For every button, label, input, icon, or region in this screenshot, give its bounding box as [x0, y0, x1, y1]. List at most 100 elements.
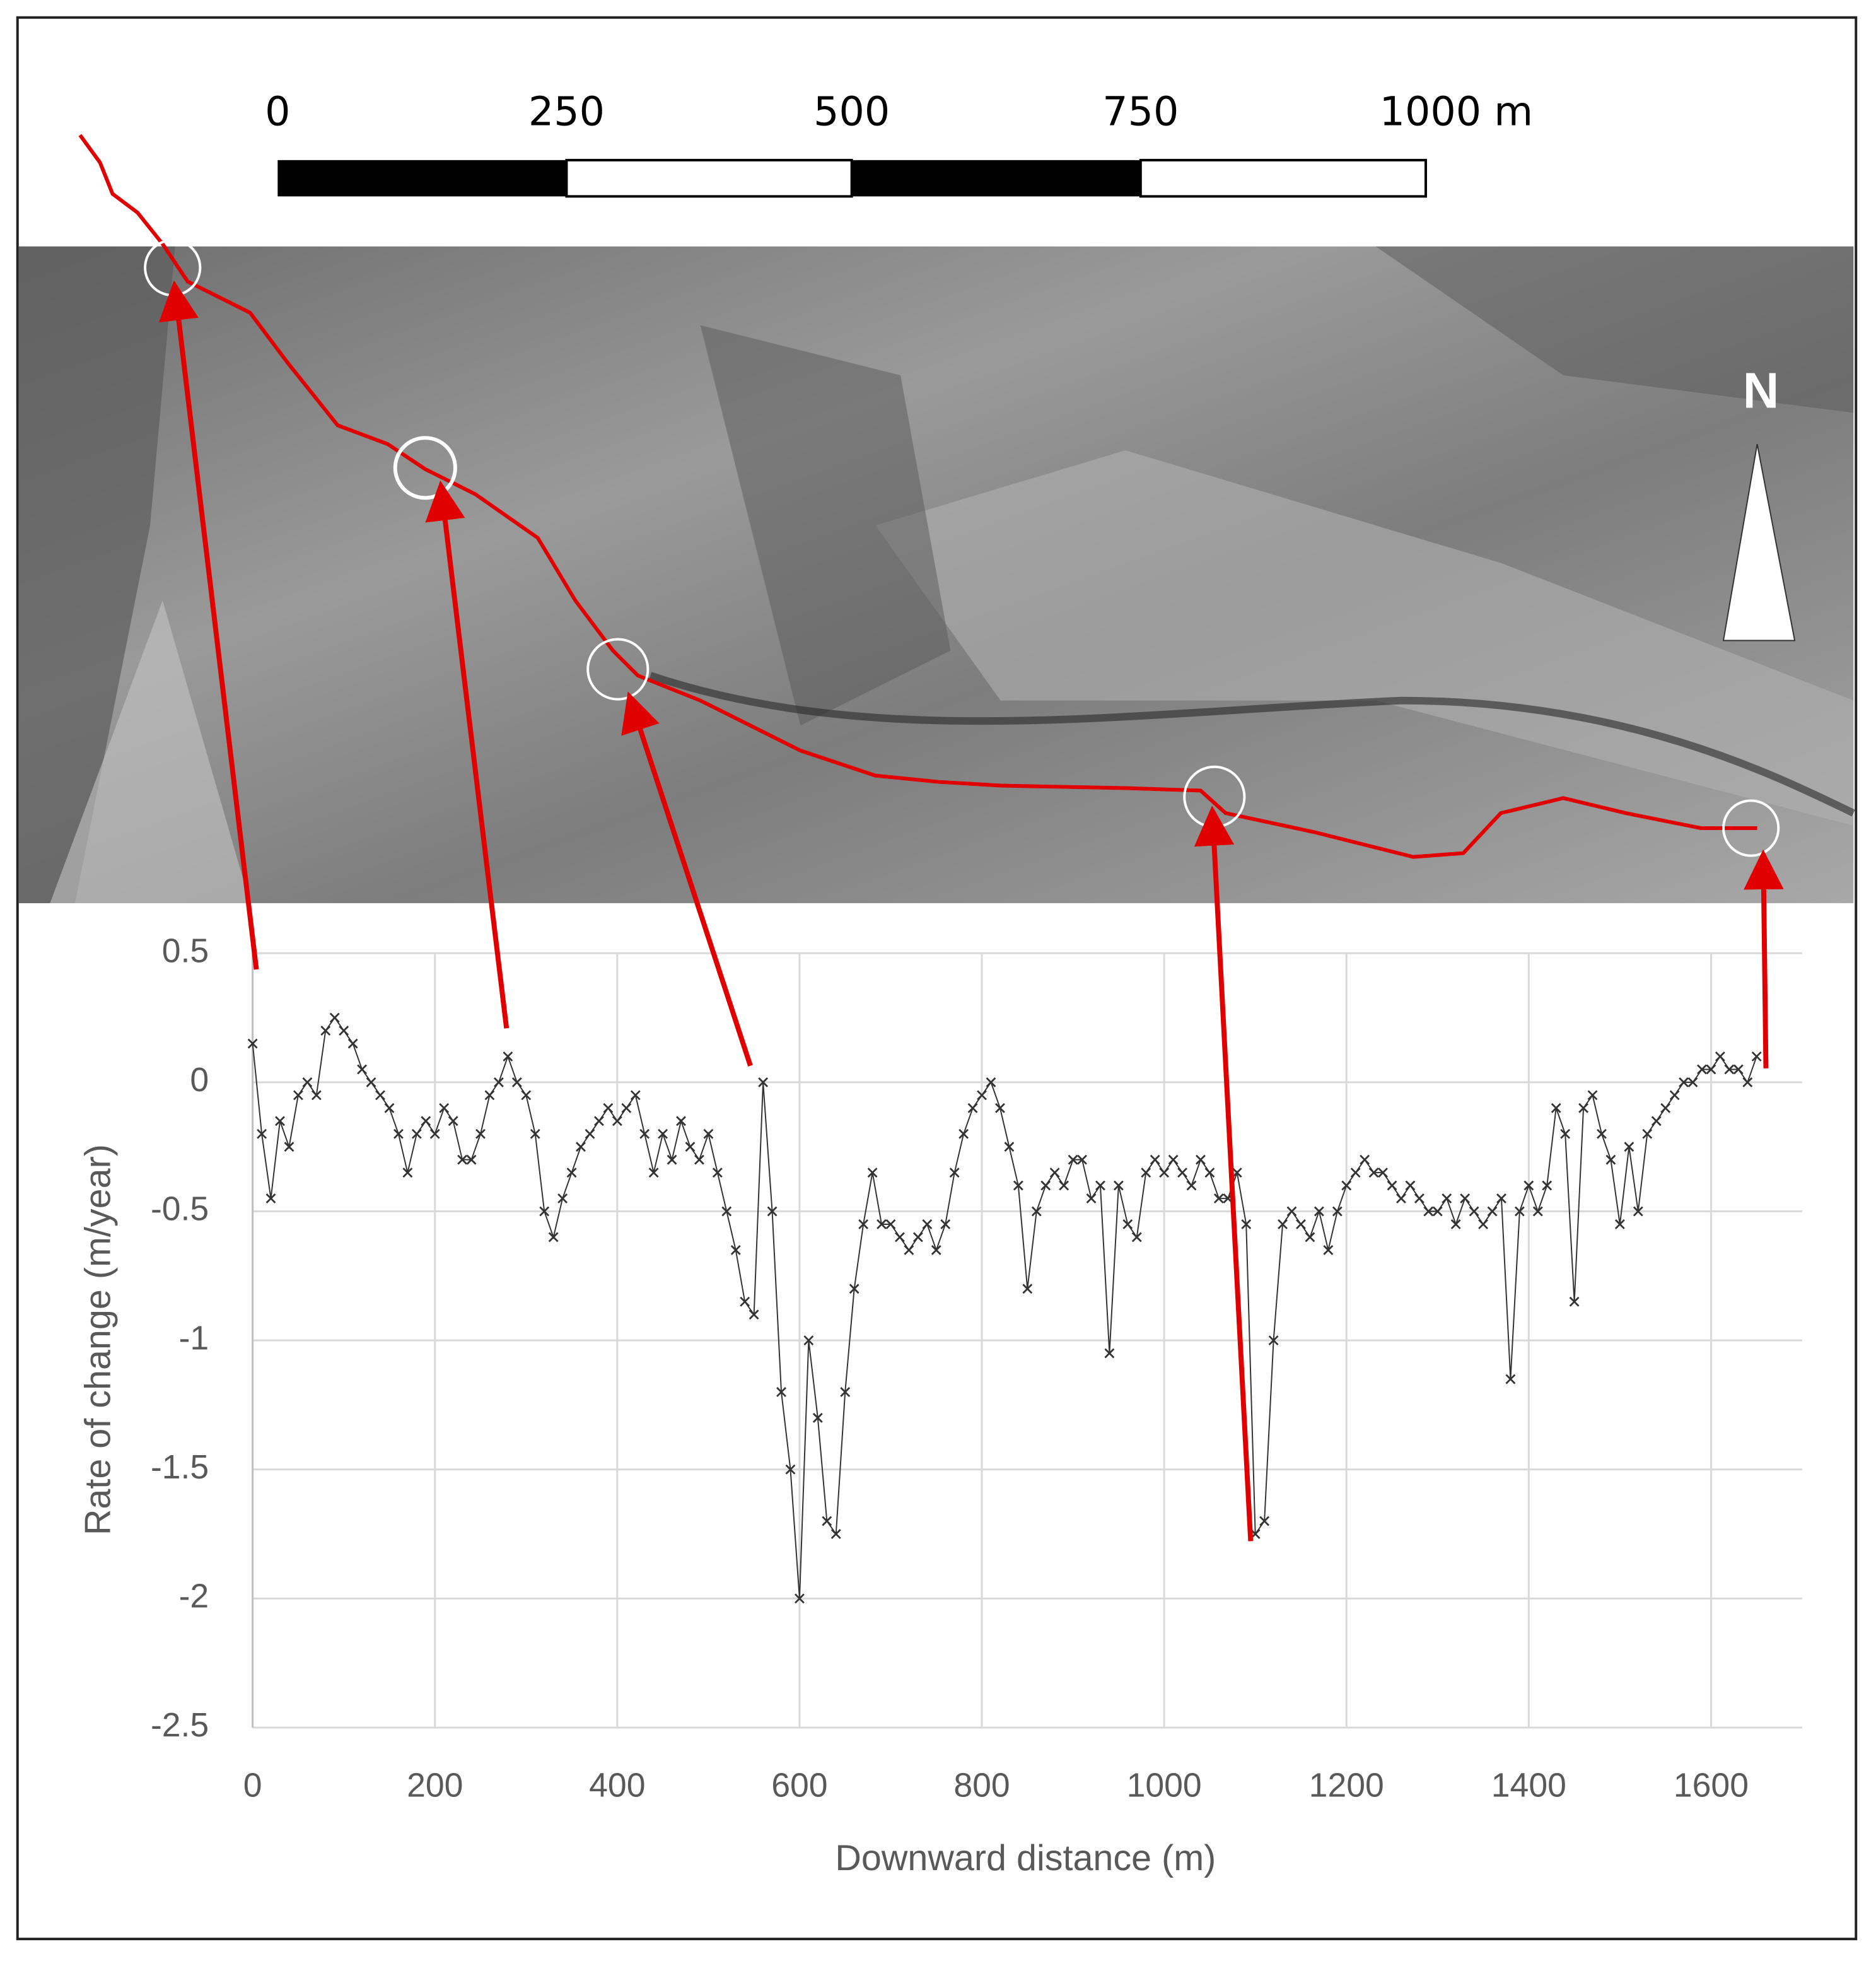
data-point: [484, 1090, 495, 1101]
data-point: [1059, 1180, 1069, 1191]
data-point: [421, 1116, 431, 1126]
data-point: [411, 1128, 422, 1139]
data-point: [375, 1090, 385, 1101]
data-point: [1305, 1232, 1315, 1243]
data-point: [1077, 1154, 1087, 1165]
data-point: [311, 1090, 322, 1101]
data-point: [967, 1103, 978, 1113]
data-point: [1013, 1180, 1023, 1191]
data-point: [1578, 1103, 1588, 1113]
gully: [649, 672, 1855, 817]
data-point: [1733, 1064, 1744, 1075]
data-point: [749, 1309, 759, 1320]
data-point: [1259, 1516, 1270, 1526]
data-point: [776, 1387, 786, 1397]
data-point: [366, 1077, 376, 1087]
data-point: [530, 1128, 540, 1139]
scale-label: 250: [528, 88, 605, 134]
data-point: [576, 1142, 586, 1152]
x-tick-label: 0: [243, 1767, 262, 1804]
data-point: [1532, 1206, 1543, 1217]
data-point: [1278, 1219, 1288, 1229]
data-point: [1031, 1206, 1042, 1217]
data-point: [767, 1206, 778, 1217]
data-point: [648, 1167, 659, 1178]
data-point: [795, 1593, 805, 1604]
scale-bar: 0 250 500 750 1000 m: [265, 88, 1533, 198]
data-point: [1442, 1193, 1452, 1203]
data-point: [1624, 1142, 1634, 1152]
data-point: [922, 1219, 933, 1229]
data-point: [1131, 1232, 1142, 1243]
data-point: [265, 1193, 276, 1203]
data-point: [986, 1077, 996, 1087]
data-point: [1150, 1154, 1160, 1165]
data-point: [1095, 1180, 1105, 1191]
data-point: [667, 1154, 677, 1165]
data-point: [822, 1516, 832, 1526]
data-point: [1341, 1180, 1352, 1191]
slope: [875, 450, 1854, 826]
data-point: [1669, 1090, 1680, 1101]
y-tick-label: 0.5: [162, 932, 209, 969]
data-point: [1378, 1167, 1388, 1178]
data-point: [1396, 1193, 1406, 1203]
data-point: [1387, 1180, 1397, 1191]
data-point: [703, 1128, 714, 1139]
slope: [18, 246, 175, 903]
arrow: [158, 280, 259, 970]
data-point: [1232, 1167, 1242, 1178]
data-point: [475, 1128, 486, 1139]
data-point: [812, 1412, 823, 1423]
data-point: [1569, 1296, 1580, 1307]
data-point: [940, 1219, 951, 1229]
data-point: [1706, 1064, 1716, 1075]
marker-circle: [586, 638, 650, 701]
data-point: [712, 1167, 723, 1178]
map: N: [18, 134, 1855, 903]
data-point: [1614, 1219, 1625, 1229]
data-point: [1323, 1244, 1334, 1255]
data-point: [1122, 1219, 1133, 1229]
arrow: [621, 691, 753, 1067]
arrows: [158, 280, 1784, 1542]
data-point: [1432, 1206, 1443, 1217]
data-point: [1524, 1180, 1534, 1191]
data-point: [758, 1077, 769, 1087]
data-point: [1196, 1154, 1206, 1165]
north-arrow: [1722, 443, 1796, 641]
y-tick-label: -1.5: [151, 1449, 209, 1486]
data-point: [1469, 1206, 1479, 1217]
data-point: [849, 1284, 859, 1294]
scale-label: 750: [1102, 88, 1179, 134]
data-point: [329, 1012, 340, 1023]
data-point: [1068, 1154, 1078, 1165]
data-point: [1004, 1142, 1015, 1152]
data-point: [493, 1077, 504, 1087]
data-point: [1724, 1064, 1735, 1075]
data-point: [503, 1051, 513, 1062]
x-tick-label: 1600: [1674, 1767, 1749, 1804]
data-point: [895, 1232, 905, 1243]
data-point: [1213, 1193, 1224, 1203]
data-point: [1286, 1206, 1297, 1217]
data-point: [1414, 1193, 1424, 1203]
data-point: [1368, 1167, 1379, 1178]
data-point: [1141, 1167, 1151, 1178]
data-point: [448, 1116, 458, 1126]
data-point: [1314, 1206, 1324, 1217]
data-point: [1651, 1116, 1662, 1126]
data-point: [1450, 1219, 1461, 1229]
data-point: [1496, 1193, 1506, 1203]
x-tick-label: 800: [953, 1767, 1010, 1804]
data-point: [1104, 1348, 1115, 1359]
data-point: [840, 1387, 851, 1397]
data-point: [1687, 1077, 1698, 1087]
data-point: [1514, 1206, 1525, 1217]
data-point: [293, 1090, 303, 1101]
data-point: [858, 1219, 869, 1229]
data-point: [247, 1038, 258, 1049]
data-point: [931, 1244, 941, 1255]
data-point: [685, 1142, 696, 1152]
data-point: [949, 1167, 960, 1178]
